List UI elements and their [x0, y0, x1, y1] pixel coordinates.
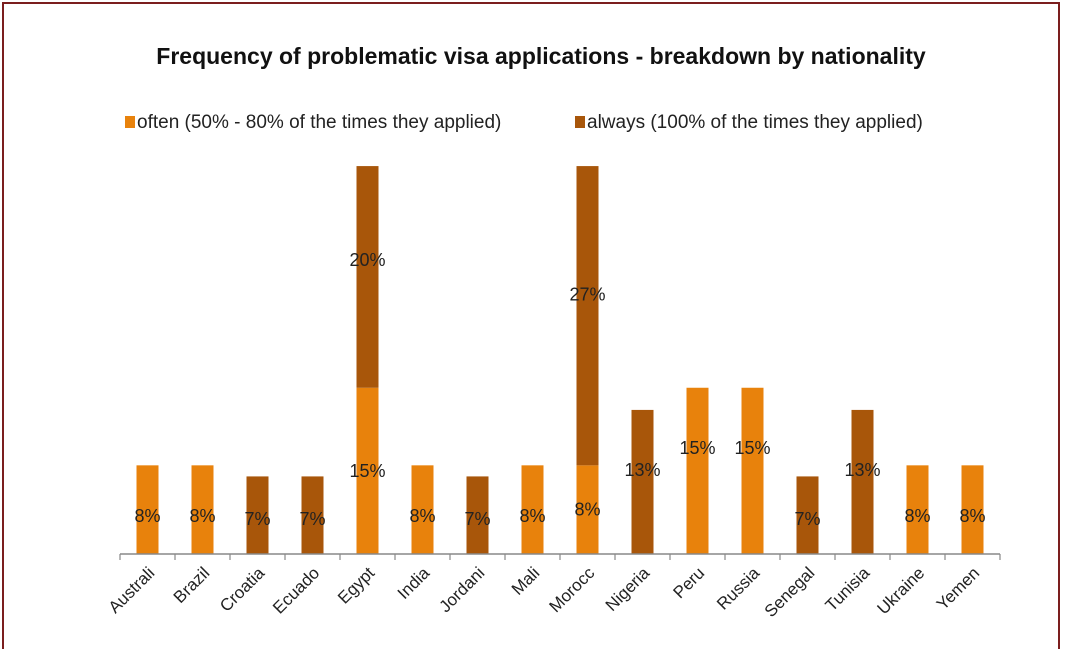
data-label-egypt-often: 15%: [349, 461, 385, 481]
chart-title: Frequency of problematic visa applicatio…: [156, 43, 926, 69]
bar-morocc-often: [576, 465, 599, 554]
x-tick-label-ukraine: Ukraine: [873, 563, 928, 618]
legend-swatch-always: [575, 116, 585, 128]
x-tick-label-jordani: Jordani: [435, 563, 488, 616]
data-label-mali-often: 8%: [519, 506, 545, 526]
bar-egypt-often: [356, 387, 379, 554]
x-tick-label-russia: Russia: [713, 563, 764, 614]
data-labels-group: 8% 8% 7% 7% 15% 20% 8% 7% 8% 8% 27% 13% 15% 15% 7% 13% 8…: [134, 250, 985, 529]
legend: often (50% - 80% of the times they appli…: [125, 112, 923, 133]
legend-swatch-often: [125, 116, 135, 128]
x-tick-label-morocc: Morocc: [545, 563, 598, 616]
x-tick-label-senegal: Senegal: [761, 563, 819, 621]
data-label-russia-often: 15%: [734, 438, 770, 458]
x-tick-label-peru: Peru: [669, 563, 708, 602]
bar-australi-often: [136, 465, 159, 554]
x-axis: [119, 553, 1001, 560]
bar-russia-often: [741, 387, 764, 554]
data-label-india-often: 8%: [409, 506, 435, 526]
x-tick-label-tunisia: Tunisia: [822, 563, 874, 615]
data-label-morocc-often: 8%: [574, 500, 600, 520]
data-label-peru-often: 15%: [679, 438, 715, 458]
x-tick-label-croatia: Croatia: [216, 563, 269, 616]
x-tick-label-india: India: [394, 563, 434, 603]
bar-ukraine-often: [906, 465, 929, 554]
data-label-ukraine-often: 8%: [904, 506, 930, 526]
bar-jordani-always: [466, 476, 489, 554]
bar-egypt-always: [356, 166, 379, 388]
x-tick-label-brazil: Brazil: [170, 563, 213, 606]
legend-label-always: always (100% of the times they applied): [587, 112, 923, 133]
bar-ecuado-always: [301, 476, 324, 554]
bar-senegal-always: [796, 476, 819, 554]
bar-nigeria-always: [631, 409, 654, 554]
x-tick-label-nigeria: Nigeria: [602, 563, 654, 615]
x-tick-label-yemen: Yemen: [933, 563, 983, 613]
bars-group: [136, 166, 984, 554]
bar-india-often: [411, 465, 434, 554]
x-tick-label-mali: Mali: [508, 563, 543, 598]
bar-yemen-often: [961, 465, 984, 554]
data-label-morocc-always: 27%: [569, 285, 605, 305]
bar-morocc-always: [576, 166, 599, 466]
data-label-australi-often: 8%: [134, 506, 160, 526]
data-label-croatia-always: 7%: [244, 509, 270, 529]
x-tick-label-ecuado: Ecuado: [269, 563, 323, 617]
data-label-tunisia-always: 13%: [844, 460, 880, 480]
data-label-jordani-always: 7%: [464, 509, 490, 529]
x-tick-label-egypt: Egypt: [334, 563, 378, 607]
data-label-nigeria-always: 13%: [624, 460, 660, 480]
data-label-egypt-always: 20%: [349, 250, 385, 270]
x-tick-label-australi: Australi: [105, 563, 159, 617]
bar-mali-often: [521, 465, 544, 554]
data-label-ecuado-always: 7%: [299, 509, 325, 529]
bar-croatia-always: [246, 476, 269, 554]
x-tick-labels: Australi Brazil Croatia Ecuado Egypt India Jor…: [105, 563, 984, 621]
bar-tunisia-always: [851, 409, 874, 554]
bar-peru-often: [686, 387, 709, 554]
bar-brazil-often: [191, 465, 214, 554]
legend-label-often: often (50% - 80% of the times they appli…: [137, 112, 501, 133]
data-label-yemen-often: 8%: [959, 506, 985, 526]
data-label-senegal-always: 7%: [794, 509, 820, 529]
data-label-brazil-often: 8%: [189, 506, 215, 526]
